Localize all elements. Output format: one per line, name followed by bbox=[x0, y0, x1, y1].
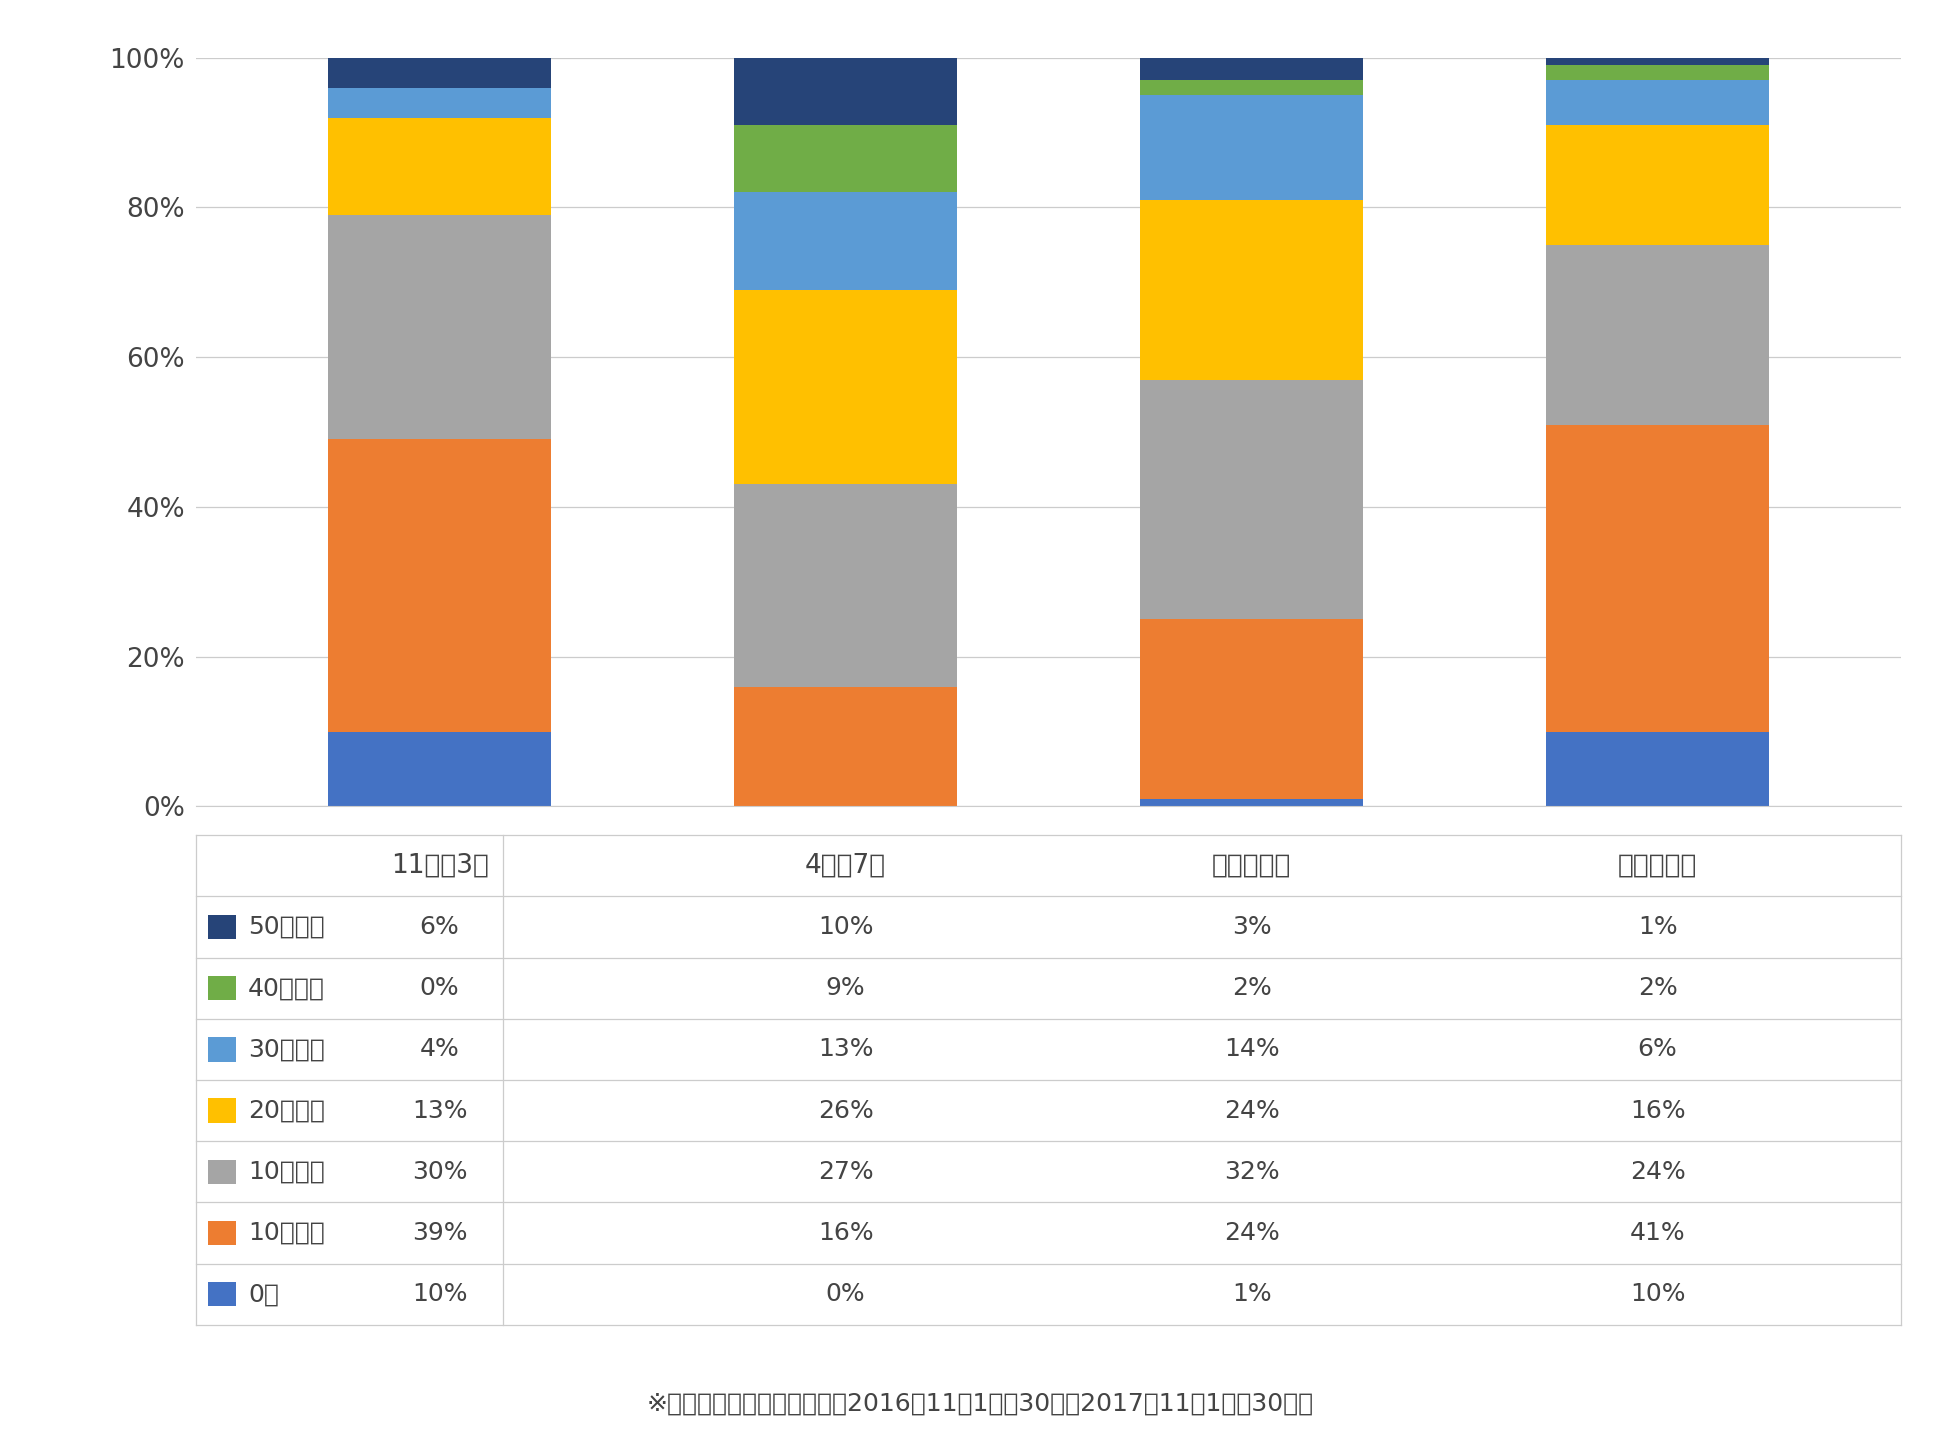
Text: 32%: 32% bbox=[1223, 1159, 1280, 1184]
Text: 受験直前期: 受験直前期 bbox=[1617, 852, 1697, 878]
Text: 0枚: 0枚 bbox=[249, 1282, 278, 1306]
Text: 30枚以上: 30枚以上 bbox=[249, 1037, 325, 1061]
Text: 2%: 2% bbox=[1639, 976, 1678, 1001]
Text: 4月～7月: 4月～7月 bbox=[806, 852, 886, 878]
Bar bbox=[1141, 81, 1364, 95]
Bar bbox=[1546, 81, 1770, 125]
Text: 20枚以上: 20枚以上 bbox=[249, 1099, 325, 1123]
Text: 16%: 16% bbox=[817, 1221, 874, 1246]
Bar bbox=[327, 439, 551, 732]
Text: 1%: 1% bbox=[1639, 914, 1678, 939]
Text: 14%: 14% bbox=[1223, 1037, 1280, 1061]
Bar bbox=[1141, 619, 1364, 799]
Text: 夏期講習期: 夏期講習期 bbox=[1211, 852, 1292, 878]
Bar bbox=[1141, 95, 1364, 200]
Text: 10枚以上: 10枚以上 bbox=[249, 1159, 325, 1184]
Bar bbox=[327, 732, 551, 806]
Bar bbox=[1141, 58, 1364, 81]
Text: 9%: 9% bbox=[825, 976, 866, 1001]
Bar bbox=[1546, 65, 1770, 81]
Text: 40枚以上: 40枚以上 bbox=[249, 976, 325, 1001]
Bar bbox=[1141, 200, 1364, 380]
Text: 0%: 0% bbox=[825, 1282, 866, 1306]
Bar bbox=[327, 88, 551, 118]
Bar bbox=[1546, 245, 1770, 425]
Text: 1%: 1% bbox=[1231, 1282, 1272, 1306]
Text: 24%: 24% bbox=[1223, 1221, 1280, 1246]
Text: 11月～3月: 11月～3月 bbox=[390, 852, 488, 878]
Text: 10%: 10% bbox=[1631, 1282, 1686, 1306]
Bar bbox=[733, 289, 956, 484]
Text: 27%: 27% bbox=[817, 1159, 874, 1184]
Bar bbox=[1141, 380, 1364, 619]
Text: 2%: 2% bbox=[1231, 976, 1272, 1001]
Bar bbox=[1546, 58, 1770, 65]
Text: 41%: 41% bbox=[1631, 1221, 1686, 1246]
Bar bbox=[327, 43, 551, 88]
Bar bbox=[1141, 799, 1364, 806]
Bar bbox=[733, 50, 956, 125]
Text: 0%: 0% bbox=[419, 976, 459, 1001]
Text: 26%: 26% bbox=[817, 1099, 874, 1123]
Text: 30%: 30% bbox=[412, 1159, 466, 1184]
Text: 24%: 24% bbox=[1223, 1099, 1280, 1123]
Bar bbox=[733, 125, 956, 193]
Text: 13%: 13% bbox=[817, 1037, 874, 1061]
Bar bbox=[733, 193, 956, 289]
Text: 39%: 39% bbox=[412, 1221, 466, 1246]
Text: 16%: 16% bbox=[1631, 1099, 1686, 1123]
Bar bbox=[733, 484, 956, 687]
Text: 10%: 10% bbox=[412, 1282, 466, 1306]
Text: 3%: 3% bbox=[1231, 914, 1272, 939]
Text: ※理英会調べ（調査実施日：2016年11月1日～30日・2017年11月1日～30日）: ※理英会調べ（調査実施日：2016年11月1日～30日・2017年11月1日～3… bbox=[647, 1392, 1313, 1416]
Bar bbox=[327, 118, 551, 215]
Bar bbox=[327, 215, 551, 439]
Text: 6%: 6% bbox=[1639, 1037, 1678, 1061]
Bar bbox=[1546, 125, 1770, 245]
Text: 6%: 6% bbox=[419, 914, 459, 939]
Text: 24%: 24% bbox=[1629, 1159, 1686, 1184]
Bar bbox=[1546, 425, 1770, 732]
Text: 10枚未満: 10枚未満 bbox=[249, 1221, 325, 1246]
Bar bbox=[1546, 732, 1770, 806]
Text: 50枚以上: 50枚以上 bbox=[249, 914, 325, 939]
Text: 10%: 10% bbox=[817, 914, 874, 939]
Text: 13%: 13% bbox=[412, 1099, 466, 1123]
Text: 4%: 4% bbox=[419, 1037, 459, 1061]
Bar bbox=[733, 687, 956, 806]
